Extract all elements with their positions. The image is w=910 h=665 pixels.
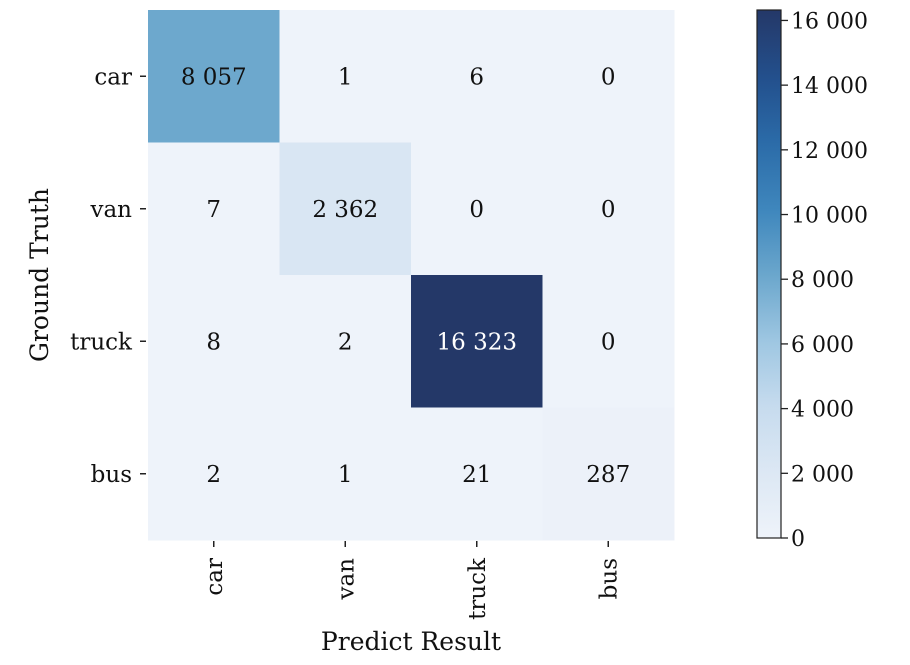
heatmap-cell [411, 10, 543, 143]
colorbar-tick-label: 2 000 [791, 462, 854, 487]
cell-value-label: 1 [338, 462, 353, 488]
heatmap-cell [542, 10, 675, 143]
cell-value-label: 0 [469, 197, 484, 223]
heatmap-cell [279, 407, 412, 541]
heatmap-cell [279, 142, 412, 276]
cell-value-label: 2 362 [312, 197, 378, 223]
x-axis-title: Predict Result [321, 627, 501, 656]
cell-value-label: 8 [206, 329, 221, 355]
x-tick-label: van [333, 558, 359, 601]
x-tick-label: truck [465, 557, 491, 620]
cell-value-labels: 8 057 1 6 07 2 362 0 08 2 16 323 02 1 21 287 [181, 64, 630, 488]
cell-value-label: 1 [338, 64, 353, 90]
y-tick-label: bus [91, 462, 132, 488]
heatmap-cell [542, 142, 675, 276]
heatmap-cell [148, 275, 280, 408]
colorbar-tick-label: 16 000 [791, 9, 868, 34]
heatmap-cell [148, 407, 280, 541]
cell-value-label: 21 [462, 462, 491, 488]
colorbar-tick-label: 6 000 [791, 333, 854, 358]
y-axis-title: Ground Truth [25, 188, 54, 362]
cell-value-label: 2 [206, 462, 221, 488]
colorbar-tick-label: 14 000 [791, 74, 868, 99]
colorbar-tick-label: 12 000 [791, 139, 868, 164]
y-tick-label: car [94, 64, 132, 90]
x-tick-label: car [202, 558, 228, 596]
cell-value-label: 6 [469, 64, 484, 90]
colorbar-tick-label: 10 000 [791, 204, 868, 229]
cell-value-label: 287 [586, 462, 630, 488]
colorbar-tick-label: 0 [791, 527, 805, 552]
y-axis-ticks: car van truck bus [70, 64, 146, 488]
cell-value-label: 16 323 [437, 329, 517, 355]
y-tick-label: van [89, 197, 132, 223]
heatmap-cell [411, 275, 543, 408]
heatmap-cell [411, 142, 543, 276]
heatmap-cell [411, 407, 543, 541]
heatmap-cell [542, 407, 675, 541]
heatmap-cell [148, 10, 280, 143]
colorbar-gradient [756, 9, 782, 539]
heatmap-cells [148, 10, 675, 541]
cell-value-label: 2 [338, 329, 353, 355]
heatmap-cell [148, 142, 280, 276]
heatmap-cell [542, 275, 675, 408]
cell-value-label: 8 057 [181, 64, 247, 90]
heatmap-cell [279, 10, 412, 143]
colorbar: 0 2 000 4 000 6 000 8 000 10 000 12 000 14 000 1… [756, 9, 868, 552]
colorbar-tick-label: 8 000 [791, 268, 854, 293]
colorbar-tick-label: 4 000 [791, 398, 854, 423]
heatmap-cell [279, 275, 412, 408]
x-axis-ticks: car van truck bus [202, 541, 622, 620]
cell-value-label: 0 [601, 197, 616, 223]
cell-value-label: 7 [206, 197, 221, 223]
cell-value-label: 0 [601, 329, 616, 355]
x-tick-label: bus [596, 558, 622, 599]
cell-value-label: 0 [601, 64, 616, 90]
y-tick-label: truck [70, 329, 133, 355]
